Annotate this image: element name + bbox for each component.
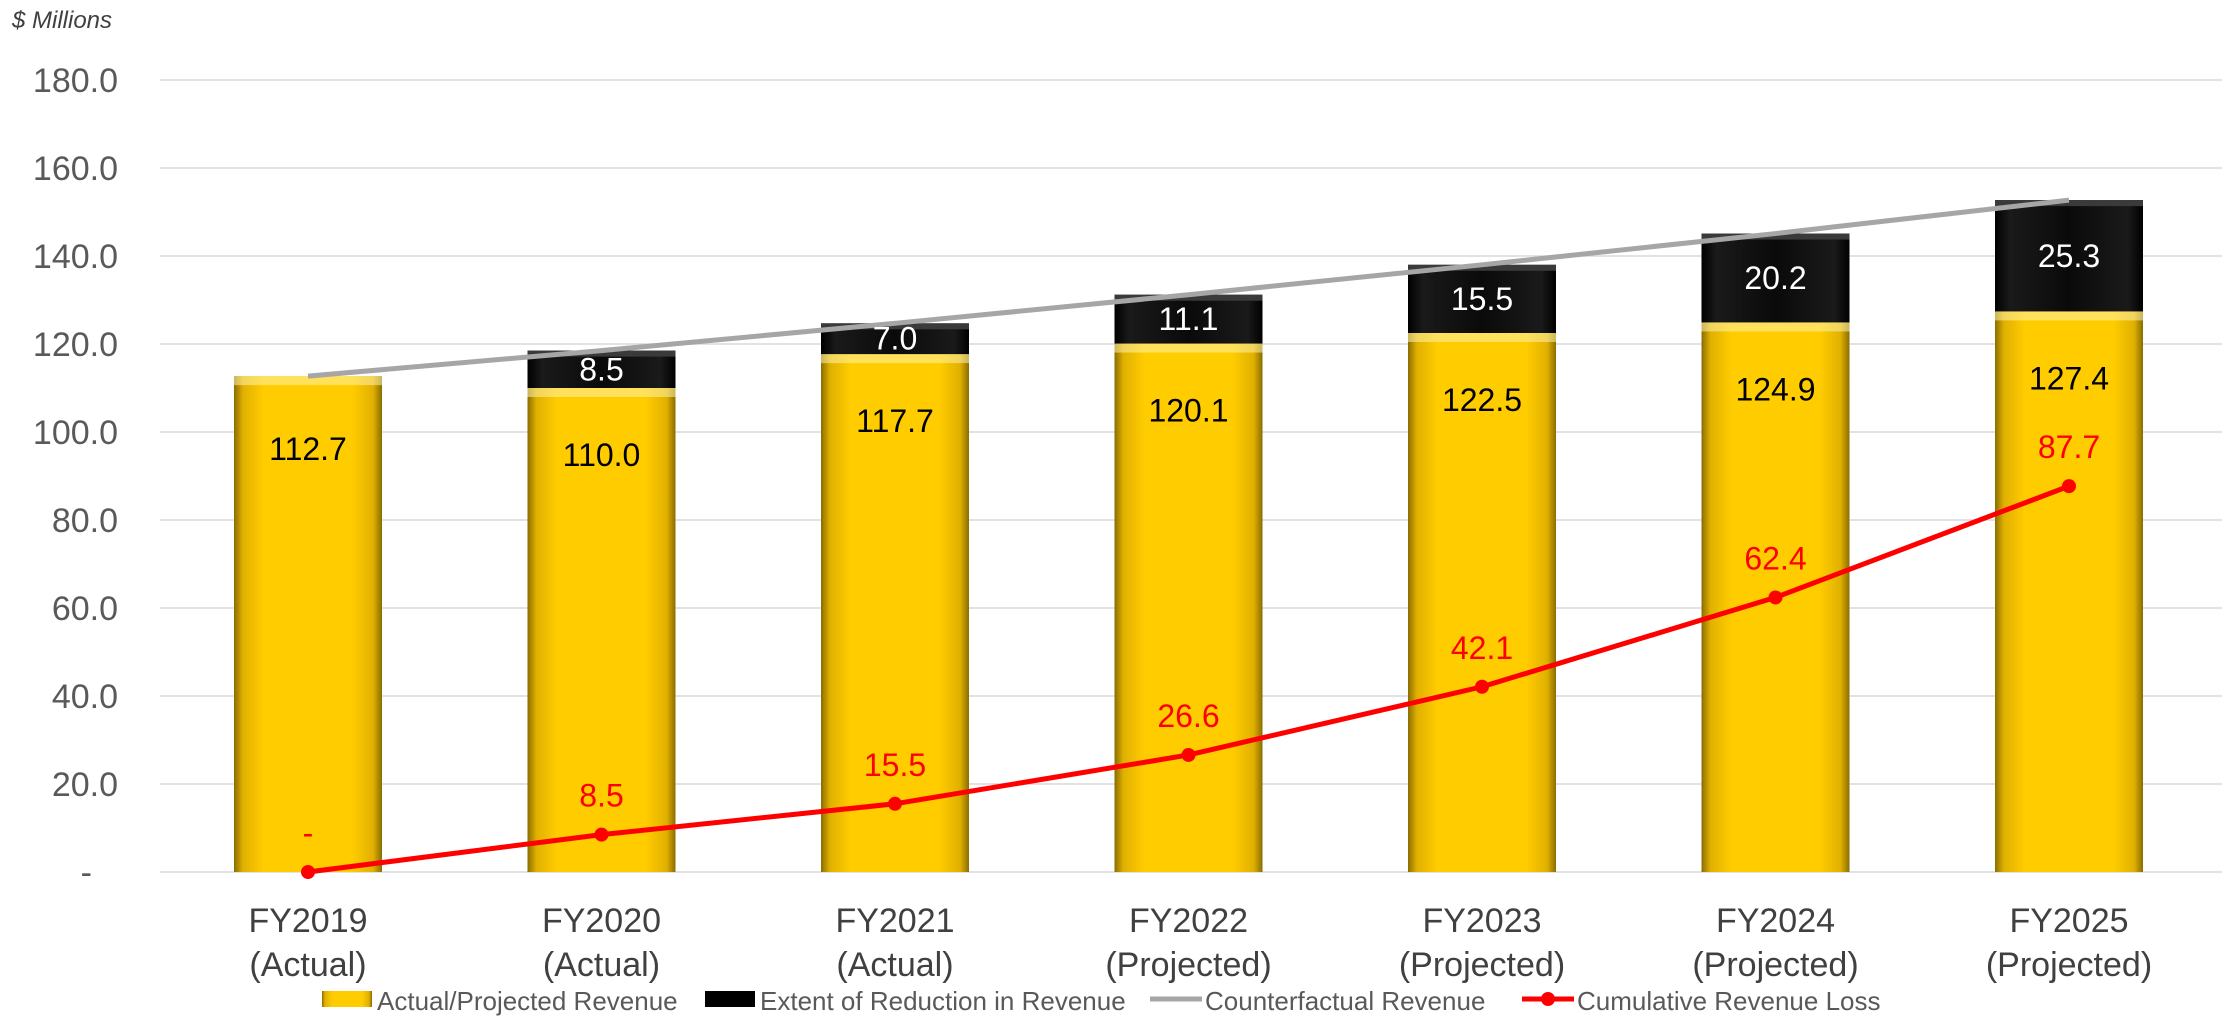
cumulative-loss-point — [1475, 679, 1489, 694]
revenue-bar-highlight — [821, 354, 969, 364]
cumulative-loss-label: 26.6 — [1157, 698, 1219, 734]
y-tick-label: - — [81, 854, 92, 892]
revenue-bar-highlight — [1701, 322, 1850, 332]
revenue-value-label: 110.0 — [563, 437, 641, 473]
revenue-bar-highlight — [1408, 333, 1556, 342]
data-labels: 112.7 8.5 110.0 7.0 117.7 11.1 120.1 15.5 122.5 2… — [269, 238, 2109, 851]
reduction-value-label: 7.0 — [873, 321, 917, 357]
cumulative-loss-point — [594, 827, 609, 842]
y-axis: - 20.0 40.0 60.0 80.0 100.0 120.0 140.0 160.0 180… — [33, 62, 118, 892]
revenue-value-label: 124.9 — [1735, 371, 1815, 407]
reduction-bar-highlight — [1408, 264, 1556, 271]
revenue-value-label: 120.1 — [1148, 393, 1228, 429]
cumulative-loss-point — [888, 796, 902, 811]
reduction-bar — [1408, 264, 1556, 333]
legend-item: Counterfactual Revenue — [1150, 986, 1485, 1016]
cumulative-loss-point — [2062, 479, 2076, 494]
x-tick-label: FY2022 — [1129, 902, 1248, 940]
x-tick-label: FY2020 — [542, 902, 661, 940]
y-tick-label: 160.0 — [33, 150, 118, 188]
cumulative-loss-label: - — [303, 815, 314, 851]
revenue-bar-highlight — [527, 388, 676, 397]
cumulative-loss-label: 8.5 — [579, 778, 623, 814]
reduction-value-label: 8.5 — [579, 351, 623, 387]
revenue-value-label: 117.7 — [856, 403, 934, 439]
cumulative-loss-label: 62.4 — [1744, 540, 1806, 576]
legend-marker — [1541, 992, 1555, 1006]
revenue-bar-highlight — [234, 376, 382, 386]
reduction-value-label: 20.2 — [1744, 260, 1806, 296]
reduction-bar — [1995, 200, 2143, 312]
reduction-bar-highlight — [821, 323, 969, 330]
x-tick-sublabel: (Projected) — [1692, 946, 1858, 984]
x-tick-label: FY2023 — [1422, 902, 1541, 940]
cumulative-loss-point — [1768, 590, 1783, 605]
y-tick-label: 140.0 — [33, 238, 118, 276]
y-tick-label: 40.0 — [52, 678, 118, 716]
revenue-bar-highlight — [1995, 311, 2143, 321]
revenue-bar — [1114, 343, 1263, 872]
x-tick-label: FY2021 — [835, 902, 954, 940]
reduction-bar — [1114, 294, 1263, 344]
legend-swatch — [322, 991, 372, 1007]
legend: Actual/Projected Revenue Extent of Reduct… — [322, 986, 1881, 1016]
reduction-bar-highlight — [527, 350, 676, 357]
cumulative-loss-point — [301, 865, 315, 879]
revenue-bar — [821, 354, 969, 872]
x-tick-sublabel: (Actual) — [543, 946, 660, 984]
y-tick-label: 120.0 — [33, 326, 118, 364]
revenue-bar — [1995, 311, 2143, 872]
y-tick-label: 80.0 — [52, 502, 118, 540]
reduction-value-label: 15.5 — [1451, 281, 1513, 317]
legend-item: Actual/Projected Revenue — [322, 986, 678, 1016]
x-tick-label: FY2024 — [1716, 902, 1835, 940]
legend-item: Extent of Reduction in Revenue — [705, 986, 1126, 1016]
reduction-bar — [1701, 233, 1850, 323]
reduction-bar-highlight — [1701, 233, 1850, 240]
legend-label: Cumulative Revenue Loss — [1577, 986, 1881, 1016]
revenue-bar — [234, 376, 382, 872]
cumulative-loss-label: 42.1 — [1451, 630, 1513, 666]
revenue-bar-highlight — [1114, 343, 1263, 353]
x-tick-label: FY2025 — [2009, 902, 2128, 940]
y-tick-label: 180.0 — [33, 62, 118, 100]
x-tick-sublabel: (Projected) — [1986, 946, 2152, 984]
x-tick-sublabel: (Actual) — [836, 946, 953, 984]
unit-label: $ Millions — [11, 7, 112, 34]
counterfactual-line — [307, 197, 2070, 379]
cumulative-loss-label: 87.7 — [2038, 429, 2100, 465]
x-tick-sublabel: (Projected) — [1105, 946, 1271, 984]
x-tick-label: FY2019 — [248, 902, 367, 940]
x-axis: FY2019 (Actual) FY2020 (Actual) FY2021 (Actua… — [248, 902, 2152, 984]
legend-item: Cumulative Revenue Loss — [1522, 986, 1881, 1016]
legend-swatch — [705, 991, 755, 1007]
reduction-bar-highlight — [1114, 294, 1263, 301]
revenue-value-label: 127.4 — [2029, 360, 2109, 396]
y-tick-label: 100.0 — [33, 414, 118, 452]
x-tick-sublabel: (Projected) — [1399, 946, 1565, 984]
revenue-value-label: 112.7 — [269, 431, 347, 467]
x-tick-sublabel: (Actual) — [249, 946, 366, 984]
reduction-value-label: 11.1 — [1159, 301, 1219, 337]
reduction-value-label: 25.3 — [2038, 238, 2100, 274]
lines — [301, 197, 2076, 879]
revenue-bar — [527, 388, 676, 872]
reduction-bar-highlight — [1995, 200, 2143, 207]
y-tick-label: 60.0 — [52, 590, 118, 628]
legend-label: Counterfactual Revenue — [1205, 986, 1485, 1016]
legend-label: Actual/Projected Revenue — [377, 986, 678, 1016]
cumulative-loss-point — [1181, 747, 1196, 762]
bars — [234, 200, 2143, 872]
y-tick-label: 20.0 — [52, 766, 118, 804]
revenue-value-label: 122.5 — [1442, 382, 1522, 418]
legend-label: Extent of Reduction in Revenue — [760, 986, 1126, 1016]
cumulative-loss-label: 15.5 — [864, 747, 926, 783]
revenue-bar — [1408, 333, 1556, 872]
